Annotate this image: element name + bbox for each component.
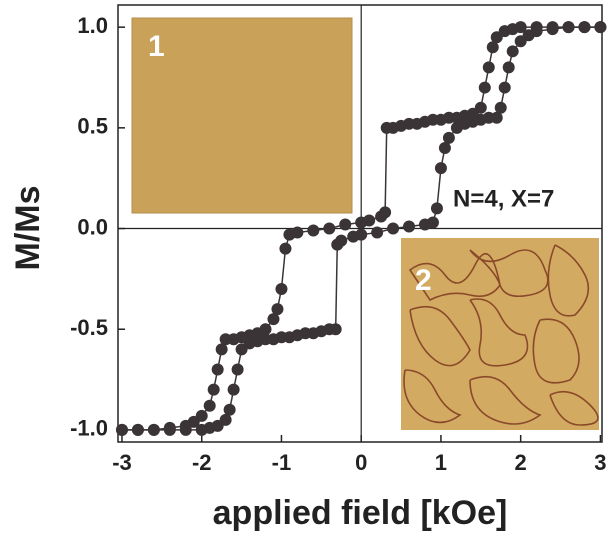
data-point	[431, 202, 443, 214]
data-point	[371, 227, 383, 239]
data-point	[487, 41, 499, 53]
data-point	[495, 102, 507, 114]
data-point	[330, 323, 342, 335]
data-point	[427, 216, 439, 228]
data-point	[479, 82, 491, 94]
data-point	[339, 219, 351, 231]
data-point	[132, 424, 144, 436]
data-point	[375, 210, 387, 222]
data-point	[499, 82, 511, 94]
data-point	[323, 223, 335, 235]
inset-2: 2	[401, 238, 599, 430]
data-point	[355, 216, 367, 228]
x-tick-label: 0	[355, 450, 367, 475]
y-tick-label: -0.5	[70, 315, 108, 340]
x-tick-label: -3	[112, 450, 132, 475]
data-point	[180, 424, 192, 436]
data-point	[212, 364, 224, 376]
data-point	[279, 243, 291, 255]
data-point	[355, 229, 367, 241]
data-point	[483, 61, 495, 73]
data-point	[381, 122, 393, 134]
data-point	[148, 424, 160, 436]
data-point	[531, 25, 543, 37]
data-point	[403, 221, 415, 233]
data-point	[563, 21, 575, 33]
data-point	[228, 384, 240, 396]
data-point	[507, 45, 519, 57]
y-tick-label: 0.5	[77, 114, 108, 139]
annotation: N=4, X=7	[453, 185, 554, 212]
data-point	[232, 364, 244, 376]
y-axis-title: M/Ms	[9, 186, 47, 271]
inset-1: 1	[132, 18, 352, 213]
data-point	[204, 400, 216, 412]
data-point	[578, 21, 590, 33]
data-point	[275, 283, 287, 295]
data-point	[283, 229, 295, 241]
inset-image	[132, 18, 352, 213]
data-point	[547, 23, 559, 35]
data-point	[208, 384, 220, 396]
y-tick-label: -1.0	[70, 416, 108, 441]
inset-label: 2	[415, 264, 432, 297]
x-axis-title: applied field [kOe]	[213, 494, 508, 532]
x-tick-label: 1	[435, 450, 447, 475]
data-point	[443, 132, 455, 144]
data-point	[224, 404, 236, 416]
data-point	[164, 424, 176, 436]
data-point	[335, 235, 347, 247]
y-tick-label: 0.0	[77, 214, 108, 239]
x-tick-label: 3	[594, 450, 606, 475]
x-tick-label: 2	[515, 450, 527, 475]
data-point	[116, 424, 128, 436]
x-tick-label: -2	[192, 450, 212, 475]
data-point	[216, 343, 228, 355]
x-tick-label: -1	[272, 450, 292, 475]
data-point	[503, 61, 515, 73]
data-point	[387, 223, 399, 235]
data-point	[267, 313, 279, 325]
y-tick-label: 1.0	[77, 13, 108, 38]
data-point	[435, 162, 447, 174]
inset-label: 1	[148, 30, 165, 63]
data-point	[594, 21, 606, 33]
chart: 1 2 N=4, X=7 applied field [kOe] M/Ms -3…	[0, 0, 611, 536]
data-point	[307, 225, 319, 237]
